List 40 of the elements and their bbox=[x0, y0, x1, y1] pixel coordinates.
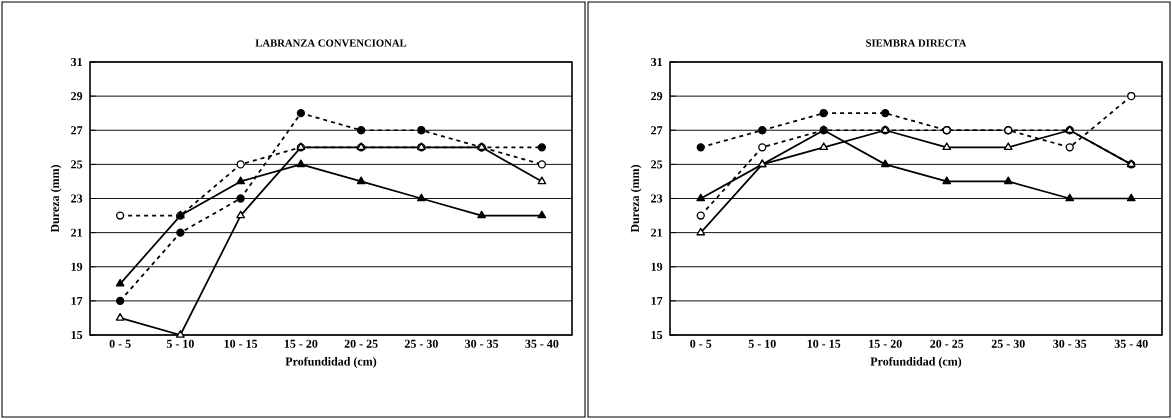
x-tick-label: 35 - 40 bbox=[525, 339, 559, 348]
chart-title: LABRANZA CONVENCIONAL bbox=[255, 39, 407, 47]
y-tick-label: 15 bbox=[651, 330, 663, 340]
x-tick-label: 10 - 15 bbox=[224, 339, 258, 348]
x-tick-label: 30 - 35 bbox=[1053, 339, 1087, 348]
chart-title: SIEMBRA DIRECTA bbox=[866, 39, 967, 47]
x-tick-label: 0 - 5 bbox=[690, 339, 712, 348]
y-tick-label: 23 bbox=[71, 194, 83, 203]
y-tick-label: 29 bbox=[71, 92, 83, 101]
x-tick-label: 20 - 25 bbox=[930, 339, 964, 348]
y-tick-label: 21 bbox=[71, 228, 82, 237]
y-tick-label: 15 bbox=[71, 330, 83, 340]
y-tick-label: 31 bbox=[651, 57, 662, 67]
x-tick-label: 25 - 30 bbox=[404, 339, 438, 348]
x-tick-label: 5 - 10 bbox=[748, 339, 776, 348]
y-axis-title: Dureza (mm) bbox=[50, 164, 62, 233]
y-tick-label: 19 bbox=[651, 262, 663, 271]
x-axis-title: Profundidad (cm) bbox=[870, 356, 962, 368]
x-tick-label: 15 - 20 bbox=[869, 339, 902, 348]
y-tick-label: 29 bbox=[651, 92, 663, 101]
x-tick-label: 20 - 25 bbox=[344, 339, 378, 348]
y-tick-label: 25 bbox=[71, 160, 83, 169]
y-tick-label: 17 bbox=[71, 296, 83, 305]
x-axis-title: Profundidad (cm) bbox=[285, 356, 377, 368]
x-tick-label: 25 - 30 bbox=[991, 339, 1025, 348]
y-axis-title: Dureza (mm) bbox=[630, 164, 642, 233]
x-tick-label: 15 - 20 bbox=[284, 339, 318, 348]
y-tick-label: 27 bbox=[651, 126, 663, 135]
y-tick-label: 19 bbox=[71, 262, 83, 271]
x-tick-label: 10 - 15 bbox=[807, 339, 841, 348]
x-tick-label: 30 - 35 bbox=[465, 339, 499, 348]
y-tick-label: 27 bbox=[71, 126, 83, 135]
y-tick-label: 31 bbox=[71, 57, 82, 67]
x-tick-label: 0 - 5 bbox=[109, 339, 131, 348]
y-tick-label: 17 bbox=[651, 296, 663, 305]
y-tick-label: 25 bbox=[651, 160, 663, 169]
x-tick-label: 35 - 40 bbox=[1114, 339, 1148, 348]
x-tick-label: 5 - 10 bbox=[166, 339, 194, 348]
y-tick-label: 23 bbox=[651, 194, 663, 203]
y-tick-label: 21 bbox=[651, 228, 662, 237]
